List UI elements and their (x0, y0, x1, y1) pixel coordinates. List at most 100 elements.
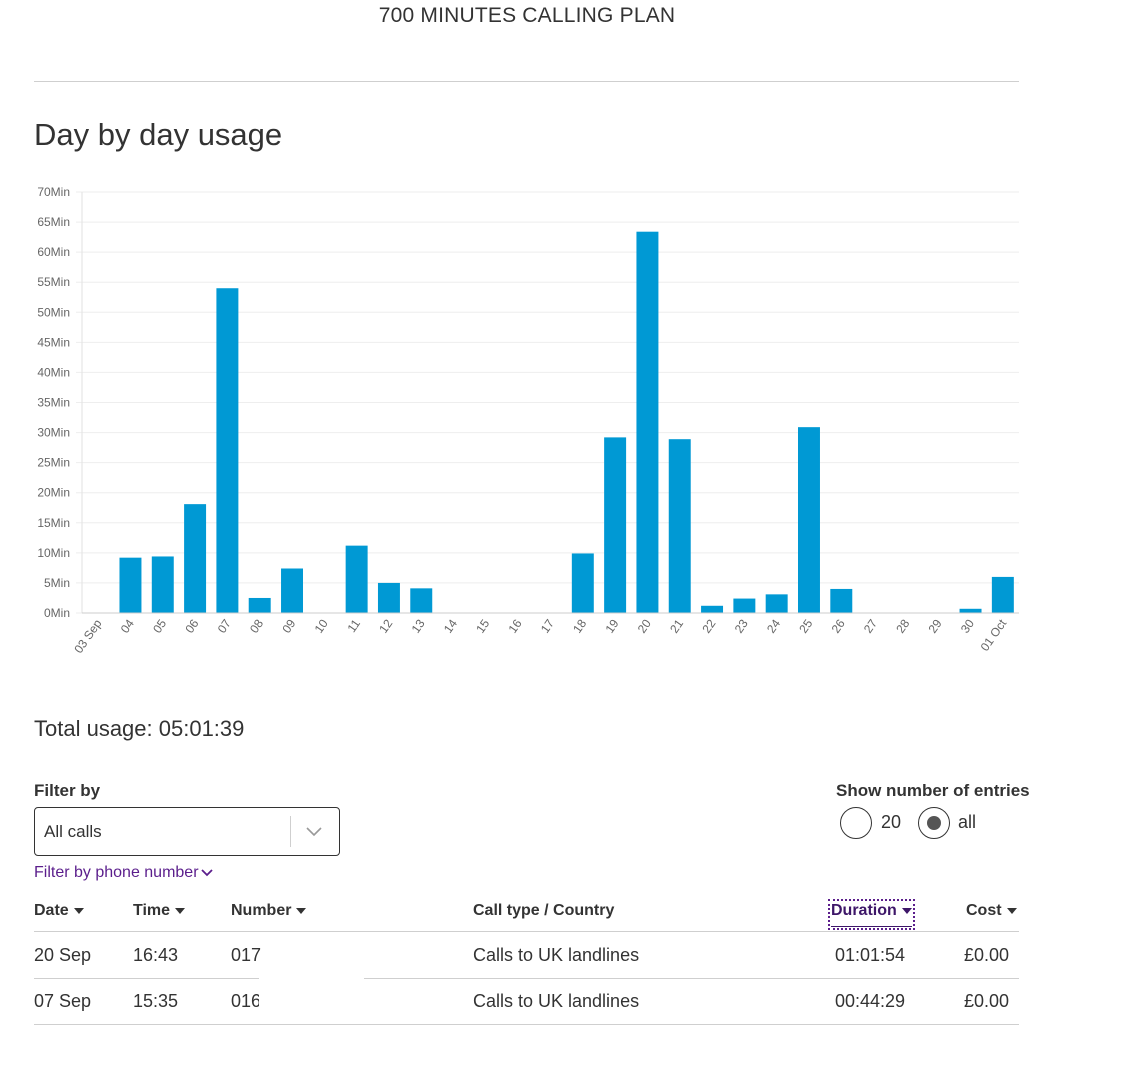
column-header-label: Cost (966, 902, 1002, 919)
bar (959, 608, 982, 613)
bar (765, 594, 788, 613)
bar (636, 231, 659, 614)
bar (991, 576, 1014, 613)
row-divider (34, 978, 1019, 979)
x-tick-label: 29 (926, 616, 945, 635)
x-tick-label: 26 (829, 616, 848, 635)
column-header-date[interactable]: Date (34, 902, 84, 920)
column-header-cost[interactable]: Cost (966, 902, 1017, 920)
redaction-block (259, 970, 364, 1026)
entries-radio-all[interactable] (918, 807, 950, 839)
x-tick-label: 08 (247, 616, 266, 635)
x-tick-label: 12 (376, 616, 395, 635)
bar (216, 288, 239, 613)
bar (668, 439, 691, 613)
bar (733, 598, 756, 613)
column-header-number[interactable]: Number (231, 902, 307, 920)
table-header-divider (34, 931, 1019, 932)
column-header-label: Number (231, 902, 292, 919)
y-tick-label: 15Min (37, 516, 70, 530)
x-tick-label: 18 (570, 616, 589, 635)
column-header-label: Time (133, 902, 171, 919)
bar (248, 597, 271, 613)
y-tick-label: 0Min (44, 606, 70, 620)
column-header-label: Call type / Country (473, 902, 615, 919)
y-tick-label: 70Min (37, 185, 70, 199)
filter-by-phone-label: Filter by phone number (34, 864, 199, 881)
x-tick-label: 10 (312, 616, 331, 635)
x-tick-label: 20 (635, 616, 654, 635)
call-filter-value: All calls (44, 822, 102, 841)
entries-option-all-label: all (958, 812, 977, 832)
bar (830, 588, 853, 613)
cell-time: 16:43 (133, 945, 179, 965)
y-tick-label: 60Min (37, 245, 70, 259)
x-tick-label: 22 (699, 616, 718, 635)
y-tick-label: 55Min (37, 275, 70, 289)
x-tick-label: 17 (538, 616, 557, 635)
x-tick-label: 14 (441, 616, 460, 635)
call-filter-select[interactable]: All calls (34, 807, 340, 856)
section-heading: Day by day usage (34, 117, 283, 152)
bar (119, 557, 142, 613)
x-tick-label: 23 (732, 616, 751, 635)
bar (184, 504, 207, 613)
row-divider (34, 1024, 1019, 1025)
chevron-down-icon (306, 827, 322, 837)
x-tick-label: 01 Oct (978, 616, 1010, 654)
y-tick-label: 25Min (37, 456, 70, 470)
x-tick-label: 05 (150, 616, 169, 635)
chevron-down-icon (200, 869, 213, 877)
radio-selected-dot (927, 816, 941, 830)
cell-time: 15:35 (133, 991, 179, 1011)
y-tick-label: 40Min (37, 365, 70, 379)
y-tick-label: 30Min (37, 426, 70, 440)
bar (345, 545, 368, 613)
filter-label: Filter by (34, 781, 101, 800)
sort-down-icon (175, 907, 186, 914)
y-tick-label: 45Min (37, 335, 70, 349)
column-header-duration[interactable]: Duration (828, 899, 915, 930)
x-tick-label: 21 (667, 616, 686, 635)
cell-call-type: Calls to UK landlines (473, 945, 640, 965)
bar (701, 605, 724, 613)
x-tick-label: 19 (602, 616, 621, 635)
y-tick-label: 5Min (44, 576, 70, 590)
cell-number: 016 (231, 991, 262, 1011)
bar (604, 437, 627, 613)
sort-down-icon (1006, 907, 1017, 914)
bar (571, 553, 594, 613)
divider (34, 81, 1019, 82)
x-tick-label: 30 (958, 616, 977, 635)
x-tick-label: 03 Sep (71, 616, 104, 655)
usage-chart: 0Min 5Min 10Min 15Min 20Min 25Min 30Min 35Min 40… (37, 185, 1019, 656)
x-tick-label: 09 (279, 616, 298, 635)
filter-by-phone-link[interactable]: Filter by phone number (34, 864, 213, 882)
y-tick-label: 65Min (37, 215, 70, 229)
cell-date: 20 Sep (34, 945, 92, 965)
column-header-time[interactable]: Time (133, 902, 186, 920)
sort-down-icon (901, 907, 912, 914)
column-header-label: Duration (831, 902, 897, 919)
x-tick-label: 25 (796, 616, 815, 635)
bar (797, 427, 820, 613)
bar (281, 568, 304, 613)
entries-radio-20[interactable] (840, 807, 872, 839)
x-tick-label: 07 (215, 616, 234, 635)
y-tick-label: 20Min (37, 486, 70, 500)
cell-cost: £0.00 (964, 945, 1010, 965)
bar (151, 556, 174, 613)
x-tick-label: 04 (118, 616, 137, 635)
y-tick-label: 50Min (37, 305, 70, 319)
sort-down-icon (296, 907, 307, 914)
select-divider (290, 816, 291, 847)
x-tick-label: 13 (409, 616, 428, 635)
cell-number: 017 (231, 945, 262, 965)
x-tick-label: 28 (893, 616, 912, 635)
entries-label: Show number of entries (836, 781, 1030, 800)
cell-call-type: Calls to UK landlines (473, 991, 640, 1011)
cell-duration: 01:01:54 (835, 945, 906, 965)
y-tick-label: 10Min (37, 546, 70, 560)
bar (377, 582, 400, 613)
y-tick-label: 35Min (37, 396, 70, 410)
